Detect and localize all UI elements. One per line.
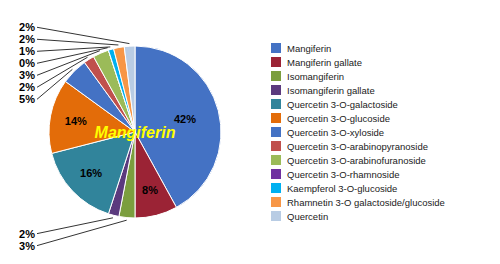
legend-swatch: [271, 71, 281, 81]
data-label: 1%: [19, 45, 35, 57]
data-label: 14%: [65, 115, 87, 127]
leader-line: [37, 220, 127, 245]
legend-swatch: [271, 197, 281, 207]
data-label: 42%: [174, 113, 196, 125]
legend-swatch: [271, 169, 281, 179]
legend-label: Quercetin 3-O-rhamnoside: [287, 169, 399, 180]
leader-line: [37, 69, 72, 99]
legend-label: Isomangiferin: [287, 71, 344, 82]
data-label: 2%: [19, 33, 35, 45]
legend: Mangiferin Mangiferin gallate Isomangiferi…: [271, 43, 445, 222]
slice: [135, 132, 176, 218]
legend-swatch: [271, 183, 281, 193]
data-label: 3%: [19, 69, 35, 81]
data-labels: 42%8%16%14%2%2%1%0%3%2%5%2%3%: [19, 21, 196, 251]
legend-label: Quercetin 3-O-galactoside: [287, 99, 398, 110]
data-label: 2%: [19, 228, 35, 240]
legend-label: Isomangiferin gallate: [287, 85, 375, 96]
legend-label: Quercetin 3-O-arabinopyranoside: [287, 141, 428, 152]
center-label: Mangiferin: [95, 124, 176, 141]
leader-line: [37, 48, 108, 64]
legend-label: Quercetin: [287, 211, 328, 222]
leader-line: [37, 39, 118, 45]
legend-swatch: [271, 113, 281, 123]
legend-swatch: [271, 211, 281, 221]
data-label: 2%: [19, 81, 35, 93]
legend-label: Kaempferol 3-O-glucoside: [287, 183, 397, 194]
leader-line: [37, 57, 88, 87]
legend-label: Rhamnetin 3-O galactoside/glucoside: [287, 197, 445, 208]
legend-swatch: [271, 141, 281, 151]
legend-swatch: [271, 57, 281, 67]
legend-label: Quercetin 3-O-glucoside: [287, 113, 390, 124]
legend-swatch: [271, 43, 281, 53]
data-label: 5%: [19, 93, 35, 105]
legend-swatch: [271, 99, 281, 109]
legend-swatch: [271, 155, 281, 165]
data-label: 0%: [19, 57, 35, 69]
legend-label: Quercetin 3-O-arabinofuranoside: [287, 155, 426, 166]
data-label: 3%: [19, 240, 35, 252]
legend-label: Quercetin 3-O-xyloside: [287, 127, 384, 138]
legend-swatch: [271, 85, 281, 95]
data-label: 2%: [19, 21, 35, 33]
slice: [114, 47, 135, 132]
leader-line: [37, 51, 100, 76]
data-label: 8%: [142, 184, 158, 196]
leader-line: [37, 218, 113, 234]
chart: 42%8%16%14%2%2%1%0%3%2%5%2%3%MangiferinM…: [0, 0, 500, 264]
legend-swatch: [271, 127, 281, 137]
legend-label: Mangiferin gallate: [287, 57, 362, 68]
slices: [49, 46, 221, 218]
slice: [124, 46, 135, 132]
leader-line: [37, 27, 129, 43]
data-label: 16%: [80, 167, 102, 179]
legend-label: Mangiferin: [287, 43, 331, 54]
